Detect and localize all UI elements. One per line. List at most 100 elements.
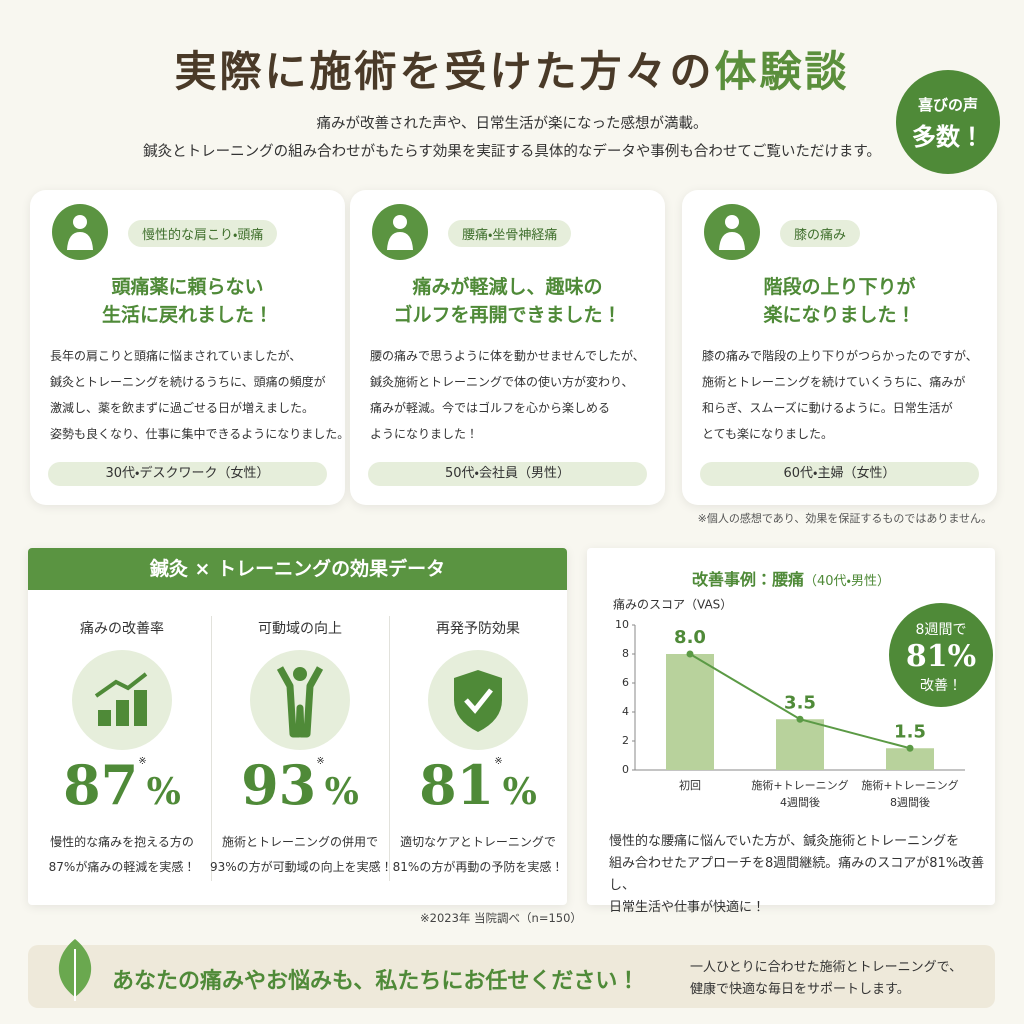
- subtitle-2: 鍼灸とトレーニングの組み合わせがもたらす効果を実証する具体的なデータや事例も合わ…: [143, 144, 881, 160]
- icon-shape: [134, 690, 147, 726]
- card-body-line: とても楽になりました。: [702, 427, 834, 441]
- stat-label: 再発予防効果: [436, 621, 520, 637]
- testimonial-card: 膝の痛み 階段の上り下りが 楽になりました！ 膝の痛みで階段の上り下りがつらかったので…: [682, 190, 997, 505]
- stat-description: 93%の方が可動域の向上を実感！: [210, 860, 393, 874]
- y-tick-label: 6: [622, 676, 629, 689]
- testimonial-card: 慢性的な肩こり・頭痛頭痛薬に頼らない 生活に戻れました！ 長年の肩こりと頭痛に悩まさ…: [30, 190, 349, 505]
- card-headline: 階段の上り下りが: [763, 276, 916, 298]
- card-headline: 頭痛薬に頼らない: [111, 276, 264, 298]
- x-tick-label: 初回: [679, 779, 701, 792]
- icon-shape: [464, 688, 493, 714]
- disclaimer: ※個人の感想であり、効果を保証するものではありません。: [697, 512, 992, 525]
- card-body-line: 腰の痛みで思うように体を動かせませんでしたが、: [370, 349, 645, 363]
- stat-value: 93: [241, 753, 317, 817]
- banner: あなたの痛みやお悩みも、私たちにお任せください！ 一人ひとりに合わせた施術とトレ…: [28, 939, 995, 1008]
- card-body-line: 姿勢も良くなり、仕事に集中できるようになりました。: [50, 427, 350, 441]
- y-tick-label: 0: [622, 763, 629, 776]
- badge-line: 喜びの声: [917, 96, 978, 114]
- stat-unit: %: [502, 771, 537, 813]
- icon-shape: [116, 700, 129, 726]
- card-body-line: 長年の肩こりと頭痛に悩まされていましたが、: [50, 349, 302, 363]
- icon-head: [393, 215, 407, 229]
- title: 実際に施術を受けた方々の体験談: [0, 38, 1024, 99]
- case-badge-line: 改善！: [920, 678, 962, 694]
- stat-mark: ※: [138, 756, 147, 767]
- icon-shape: [454, 670, 502, 732]
- header: 実際に施術を受けた方々の体験談: [0, 0, 1024, 96]
- stat-description: 施術とトレーニングの併用で: [221, 835, 378, 849]
- icon-head: [725, 215, 739, 229]
- stat-unit: %: [146, 771, 181, 813]
- value-label: 1.5: [894, 721, 926, 742]
- x-tick-label: 施術+トレーニング 4週間後: [751, 778, 848, 809]
- banner-line: 健康で快適な毎日をサポートします。: [690, 982, 910, 997]
- stat-mark: ※: [494, 756, 503, 767]
- stats-title: 鍼灸 × トレーニングの効果データ: [28, 548, 567, 590]
- icon-shape: [98, 710, 111, 726]
- case-title: 改善事例：腰痛（40代・男性）: [587, 566, 995, 590]
- card-headline: 生活に戻れました！: [101, 304, 273, 326]
- case-description-line: 慢性的な腰痛に悩んでいた方が、鍼灸施術とトレーニングを: [609, 834, 960, 849]
- card-icon: [52, 204, 108, 260]
- stat-unit: %: [324, 771, 359, 813]
- value-label: 8.0: [674, 627, 706, 648]
- y-tick-label: 8: [622, 647, 629, 660]
- card-headline: ゴルフを再開できました！: [393, 304, 622, 326]
- stat-label: 可動域の向上: [258, 621, 342, 637]
- badge-line: 多数！: [912, 123, 984, 151]
- icon-body: [67, 232, 93, 250]
- subtitle-1: 痛みが改善された声や、日常生活が楽になった感想が満載。: [316, 116, 708, 132]
- banner-message: あなたの痛みやお悩みも、私たちにお任せください！: [112, 968, 640, 994]
- divider: [389, 616, 390, 881]
- bar: [666, 654, 714, 770]
- stat-icon: [72, 650, 172, 750]
- icon-body: [719, 232, 745, 250]
- card-body-line: 施術とトレーニングを続けていくうちに、痛みが: [702, 375, 966, 389]
- icon-head: [73, 215, 87, 229]
- case-badge: 8週間で 81% 改善！: [889, 603, 993, 707]
- title-main: 実際に施術を受けた方々の: [174, 47, 715, 96]
- card-icon: [704, 204, 760, 260]
- title-highlight: 体験談: [714, 47, 850, 96]
- bar: [776, 719, 824, 770]
- stat-value: 87: [63, 753, 139, 817]
- case-description-line: 日常生活や仕事が快適に！: [609, 900, 766, 915]
- stats-source: ※2023年 当院調べ（n=150）: [420, 911, 582, 925]
- y-axis-label: 痛みのスコア（VAS）: [613, 598, 732, 612]
- card-profile: 60代・主婦（女性）: [700, 462, 979, 486]
- card-body-line: 鍼灸施術とトレーニングで体の使い方が変わり、: [370, 375, 634, 389]
- card-profile: 30代・デスクワーク（女性）: [48, 462, 327, 486]
- card-category: 膝の痛み: [780, 220, 861, 247]
- trend-point: [686, 650, 694, 658]
- card-headline: 痛みが軽減し、趣味の: [412, 276, 603, 298]
- y-tick-label: 4: [622, 705, 629, 718]
- stats-panel: 鍼灸 × トレーニングの効果データ 痛みの改善率 87※% 慢性的な痛みを抱える方の…: [28, 548, 567, 905]
- case-subtitle: （40代・男性）: [804, 574, 890, 589]
- card-body-line: 膝の痛みで階段の上り下りがつらかったのですが、: [702, 349, 978, 363]
- banner-text: 一人ひとりに合わせた施術とトレーニングで、 健康で快適な毎日をサポートします。: [690, 957, 962, 1001]
- icon-body: [387, 232, 413, 250]
- trend-point: [796, 715, 804, 723]
- trend-point: [906, 744, 914, 752]
- x-tick-label: 施術+トレーニング 8週間後: [861, 778, 958, 809]
- testimonial-card: 腰痛・坐骨神経痛 痛みが軽減し、趣味の ゴルフを再開できました！ 腰の痛みで思うように…: [350, 190, 665, 505]
- icon-shape: [293, 667, 307, 681]
- stat-label: 痛みの改善率: [80, 621, 164, 637]
- case-badge-line: 8週間で: [915, 622, 967, 638]
- card-body-line: 痛みが軽減。今ではゴルフを心から楽しめる: [370, 401, 611, 415]
- stat-number: 87※%: [36, 753, 208, 817]
- stat-number: 81※%: [392, 753, 564, 817]
- stat-icon: [428, 650, 528, 750]
- case-panel: 改善事例：腰痛（40代・男性） 痛みのスコア（VAS） 0 2 4 6 8 10 初回 施術+ト…: [587, 548, 995, 915]
- card-body-line: ようになりました！: [370, 427, 479, 441]
- stat-value: 81: [419, 753, 495, 817]
- stat-description: 81%の方が再動の予防を実感！: [392, 860, 564, 874]
- divider: [211, 616, 212, 881]
- stat-description: 適切なケアとトレーニングで: [400, 835, 556, 849]
- card-category: 慢性的な肩こり・頭痛: [128, 220, 278, 247]
- icon-shape: [276, 666, 324, 738]
- stat-number: 93※%: [214, 753, 386, 817]
- badge: 喜びの声 多数！: [896, 70, 1000, 174]
- stat-description: 87%が痛みの軽減を実感！: [48, 860, 196, 874]
